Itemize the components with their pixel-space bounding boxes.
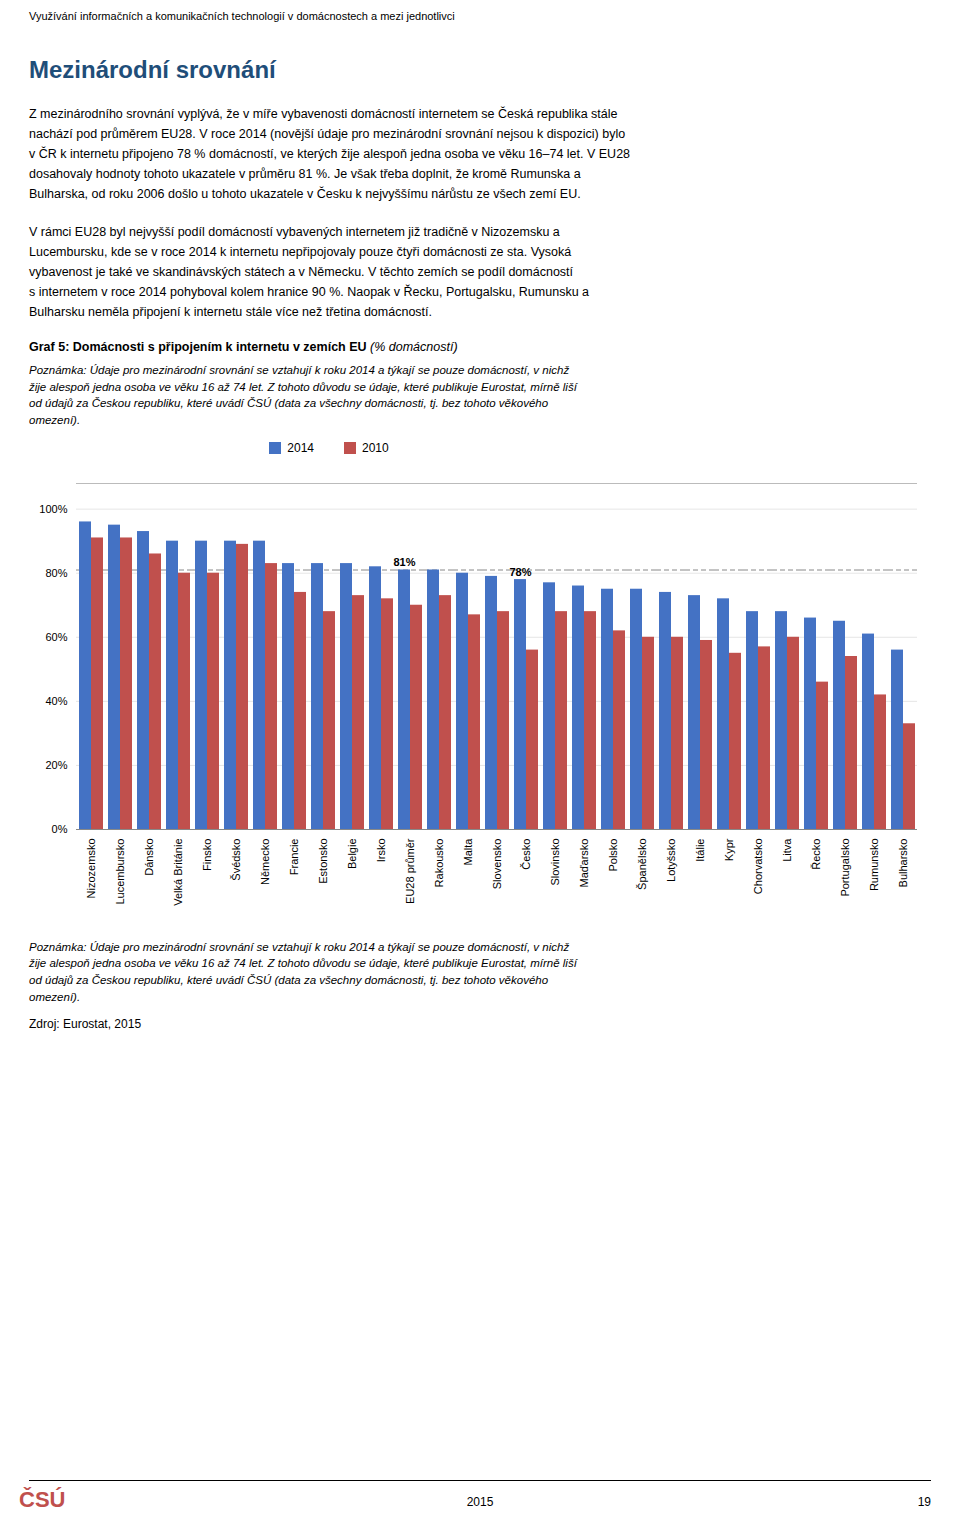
html-text:žije alespoň jedna osoba ve vě: žije alespoň jedna osoba ve věku 16 až 7… — [29, 380, 577, 393]
html-text:Lucembursku, kde se v roce 201: Lucembursku, kde se v roce 2014 k intern… — [29, 245, 572, 259]
svg-text:Belgie: Belgie — [346, 838, 358, 869]
html-text:Poznámka: Údaje pro mezinárodn: Poznámka: Údaje pro mezinárodní srovnání… — [29, 940, 570, 953]
svg-text:Litva: Litva — [781, 837, 793, 861]
svg-text:Německo: Německo — [259, 838, 271, 884]
svg-text:Česko: Česko — [520, 838, 532, 869]
svg-text:Nizozemsko: Nizozemsko — [85, 838, 97, 898]
html-text:Zdroj: Eurostat, 2015: Zdroj: Eurostat, 2015 — [29, 1017, 142, 1032]
html-text:v ČR k internetu připojeno 78: v ČR k internetu připojeno 78 % domácnos… — [29, 147, 630, 161]
svg-text:Polsko: Polsko — [607, 838, 619, 871]
svg-text:Malta: Malta — [462, 837, 474, 865]
html-text:ČSÚ: ČSÚ — [19, 1487, 66, 1512]
svg-text:80%: 80% — [45, 566, 67, 578]
svg-text:Estonsko: Estonsko — [317, 838, 329, 883]
svg-text:Finsko: Finsko — [201, 838, 213, 870]
svg-text:0%: 0% — [52, 823, 68, 835]
html-text:Bulharska, od roku 2006 došlo: Bulharska, od roku 2006 došlo u tohoto u… — [29, 187, 581, 201]
html-text:Poznámka: Údaje pro mezinárodn: Poznámka: Údaje pro mezinárodní srovnání… — [29, 364, 570, 376]
html-text:žije alespoň jedna osoba ve vě: žije alespoň jedna osoba ve věku 16 až 7… — [29, 957, 577, 970]
html-text:Mezinárodní srovnání: Mezinárodní srovnání — [29, 56, 276, 83]
svg-text:Švédsko: Švédsko — [230, 838, 242, 880]
svg-text:Rakousko: Rakousko — [433, 838, 445, 887]
html-text:od údajů za Českou republiku,: od údajů za Českou republiku, které uvád… — [29, 974, 549, 986]
svg-text:Velká Británie: Velká Británie — [172, 838, 184, 905]
svg-text:Řecko: Řecko — [810, 838, 822, 869]
svg-text:60%: 60% — [45, 630, 67, 642]
svg-text:Irsko: Irsko — [375, 838, 387, 862]
html-text:Graf 5: Domácnosti s připojení: Graf 5: Domácnosti s připojením k intern… — [29, 340, 458, 354]
svg-text:Španělsko: Španělsko — [636, 838, 648, 889]
html-text:19: 19 — [917, 1495, 931, 1509]
svg-text:Dánsko: Dánsko — [143, 838, 155, 875]
svg-text:Chorvatsko: Chorvatsko — [752, 838, 764, 894]
html-text:vybavenost je také ve skandiná: vybavenost je také ve skandinávských stá… — [29, 265, 573, 279]
html-text:dosahovaly hodnoty tohoto ukaz: dosahovaly hodnoty tohoto ukazatele v pr… — [29, 167, 581, 181]
svg-text:Lucembursko: Lucembursko — [114, 838, 126, 904]
svg-text:Maďarsko: Maďarsko — [578, 838, 590, 887]
svg-text:EU28 průměr: EU28 průměr — [404, 838, 416, 904]
html-text:2014: 2014 — [287, 440, 314, 455]
html-text:Z mezinárodního srovnání vyplý: Z mezinárodního srovnání vyplývá, že v m… — [29, 107, 618, 121]
html-text:V rámci EU28 byl nejvyšší podí: V rámci EU28 byl nejvyšší podíl domácnos… — [29, 225, 560, 239]
svg-text:100%: 100% — [39, 502, 67, 514]
html-text:2010: 2010 — [362, 440, 389, 455]
svg-text:Itálie: Itálie — [694, 838, 706, 861]
html-text:Bulharsku neměla připojení k i: Bulharsku neměla připojení k internetu s… — [29, 305, 432, 319]
svg-text:Lotyšsko: Lotyšsko — [665, 838, 677, 881]
svg-text:78%: 78% — [509, 565, 531, 577]
svg-text:Rumunsko: Rumunsko — [868, 838, 880, 891]
html-text:od údajů za Českou republiku,: od údajů za Českou republiku, které uvád… — [29, 397, 549, 410]
svg-text:Portugalsko: Portugalsko — [839, 838, 851, 896]
html-text:omezení).: omezení). — [29, 414, 81, 426]
svg-text:40%: 40% — [45, 695, 67, 707]
svg-text:Slovensko: Slovensko — [491, 838, 503, 889]
html-text:s internetem v roce 2014 pohyb: s internetem v roce 2014 pohyboval kolem… — [29, 285, 589, 299]
html-text:Využívání informačních a komun: Využívání informačních a komunikačních t… — [29, 10, 455, 22]
html-text:nachází pod průměrem EU28. V r: nachází pod průměrem EU28. V roce 2014 (… — [29, 127, 626, 141]
svg-text:81%: 81% — [393, 556, 415, 568]
html-text:omezení).: omezení). — [29, 990, 81, 1003]
svg-text:Bulharsko: Bulharsko — [897, 838, 909, 887]
html-text:2015: 2015 — [466, 1495, 494, 1509]
svg-text:Slovinsko: Slovinsko — [549, 838, 561, 885]
svg-text:20%: 20% — [45, 759, 67, 771]
svg-text:Kypr: Kypr — [723, 838, 735, 861]
svg-text:Francie: Francie — [288, 838, 300, 875]
